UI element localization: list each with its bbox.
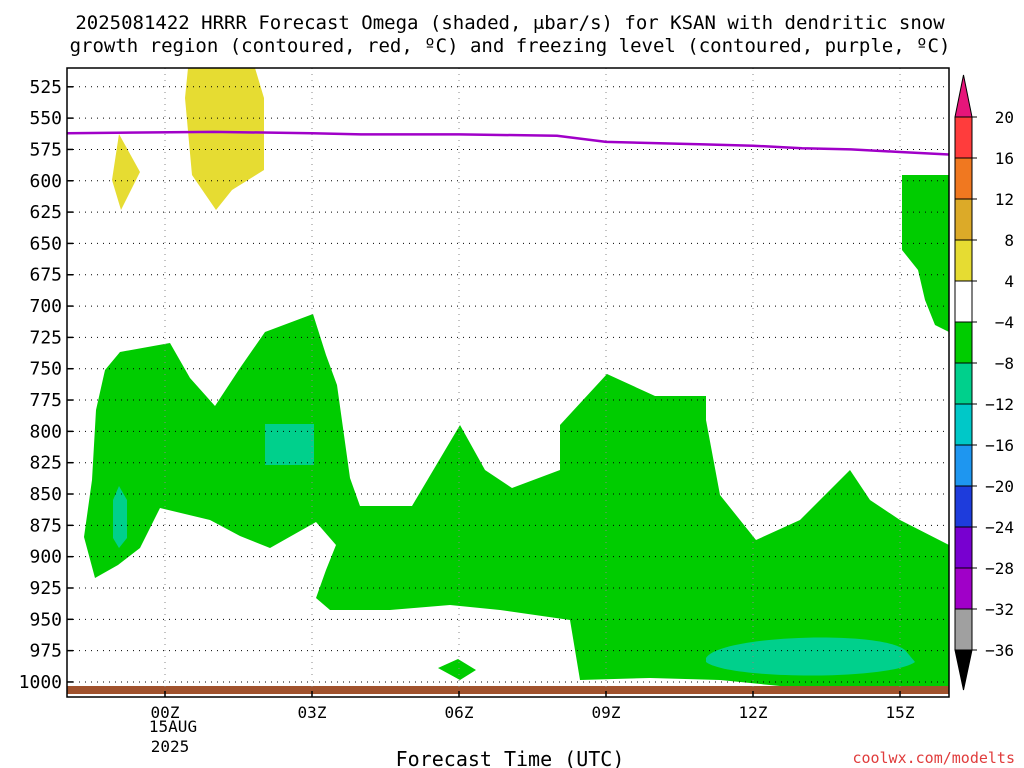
y-tick-label: 625 xyxy=(29,202,62,223)
y-tick-label: 950 xyxy=(29,609,62,630)
colorbar-swatch xyxy=(954,116,973,159)
y-tick-label: 550 xyxy=(29,108,62,129)
x-tick-label: 15Z xyxy=(886,703,915,722)
colorbar-label: −20 xyxy=(985,477,1014,496)
x-tick-label: 06Z xyxy=(445,703,474,722)
colorbar-label: −32 xyxy=(985,600,1014,619)
y-tick-label: 875 xyxy=(29,515,62,536)
colorbar-label: −12 xyxy=(985,395,1014,414)
y-tick-label: 525 xyxy=(29,77,62,98)
omega-region-yellow-top xyxy=(185,68,264,210)
colorbar-label: 16 xyxy=(995,149,1014,168)
y-tick-label: 825 xyxy=(29,453,62,474)
colorbar-swatch xyxy=(954,526,973,569)
colorbar-label: 20 xyxy=(995,108,1014,127)
plot-frame xyxy=(66,67,950,698)
colorbar-label: 12 xyxy=(995,190,1014,209)
omega-region-teal-ellipse xyxy=(706,637,915,676)
colorbar-swatch xyxy=(954,280,973,323)
y-tick-label: 900 xyxy=(29,547,62,568)
colorbar-label: −28 xyxy=(985,559,1014,578)
omega-region-teal-box xyxy=(265,424,314,465)
y-tick-label: 700 xyxy=(29,296,62,317)
y-tick-label: 800 xyxy=(29,421,62,442)
y-tick-label: 850 xyxy=(29,484,62,505)
x-tick-label: 00Z xyxy=(151,703,180,722)
y-tick-label: 725 xyxy=(29,327,62,348)
freezing-level-line xyxy=(66,130,950,156)
colorbar-label: −8 xyxy=(995,354,1014,373)
colorbar-swatch xyxy=(954,444,973,487)
chart-title-line-1: 2025081422 HRRR Forecast Omega (shaded, … xyxy=(75,12,945,34)
colorbar-label: 8 xyxy=(1004,231,1014,250)
colorbar-swatch xyxy=(954,198,973,241)
date-year-label: 2025 xyxy=(151,737,190,756)
omega-shading xyxy=(84,68,949,690)
x-tick-label: 12Z xyxy=(739,703,768,722)
ground-surface-band xyxy=(67,686,949,694)
colorbar-label: −16 xyxy=(985,436,1014,455)
colorbar-swatch xyxy=(954,239,973,282)
omega-region-green-small xyxy=(438,659,476,680)
omega-region-teal-left xyxy=(113,486,127,548)
colorbar-label: −36 xyxy=(985,641,1014,660)
colorbar-label: 4 xyxy=(1004,272,1014,291)
y-tick-label: 600 xyxy=(29,171,62,192)
omega-colorbar: 20 16 12 8 4 −4 −8 −12 −16 −20 −24 −28 −32 −36 xyxy=(954,74,1014,691)
colorbar-top-arrow xyxy=(954,74,973,118)
colorbar-swatch xyxy=(954,403,973,446)
colorbar-label: −4 xyxy=(995,313,1014,332)
omega-region-green-right xyxy=(902,175,949,332)
colorbar-swatch xyxy=(954,608,973,651)
colorbar-swatch xyxy=(954,321,973,364)
chart-title-line-2: growth region (contoured, red, ºC) and f… xyxy=(70,35,951,57)
y-tick-label: 1000 xyxy=(19,672,62,693)
omega-region-yellow-left xyxy=(112,134,140,210)
colorbar-bottom-arrow xyxy=(954,649,973,691)
y-tick-label: 575 xyxy=(29,139,62,160)
y-tick-label: 975 xyxy=(29,641,62,662)
x-tick-label: 03Z xyxy=(298,703,327,722)
x-axis-ticks: 00Z 03Z 06Z 09Z 12Z 15Z xyxy=(151,691,915,722)
x-tick-label: 09Z xyxy=(592,703,621,722)
colorbar-swatch xyxy=(954,362,973,405)
x-axis-title: Forecast Time (UTC) xyxy=(396,747,625,768)
colorbar-swatch xyxy=(954,485,973,528)
y-axis-ticks: 525 550 575 600 625 650 675 700 725 750 775 800 825 8… xyxy=(19,77,73,693)
y-tick-label: 675 xyxy=(29,265,62,286)
y-tick-label: 775 xyxy=(29,390,62,411)
colorbar-label: −24 xyxy=(985,518,1014,537)
y-tick-label: 750 xyxy=(29,359,62,380)
colorbar-swatch xyxy=(954,157,973,200)
colorbar-swatch xyxy=(954,567,973,610)
source-watermark: coolwx.com/modelts xyxy=(852,749,1015,767)
omega-region-green-main xyxy=(84,314,949,690)
date-day-label: 15AUG xyxy=(149,717,197,736)
y-tick-label: 925 xyxy=(29,578,62,599)
y-tick-label: 650 xyxy=(29,233,62,254)
